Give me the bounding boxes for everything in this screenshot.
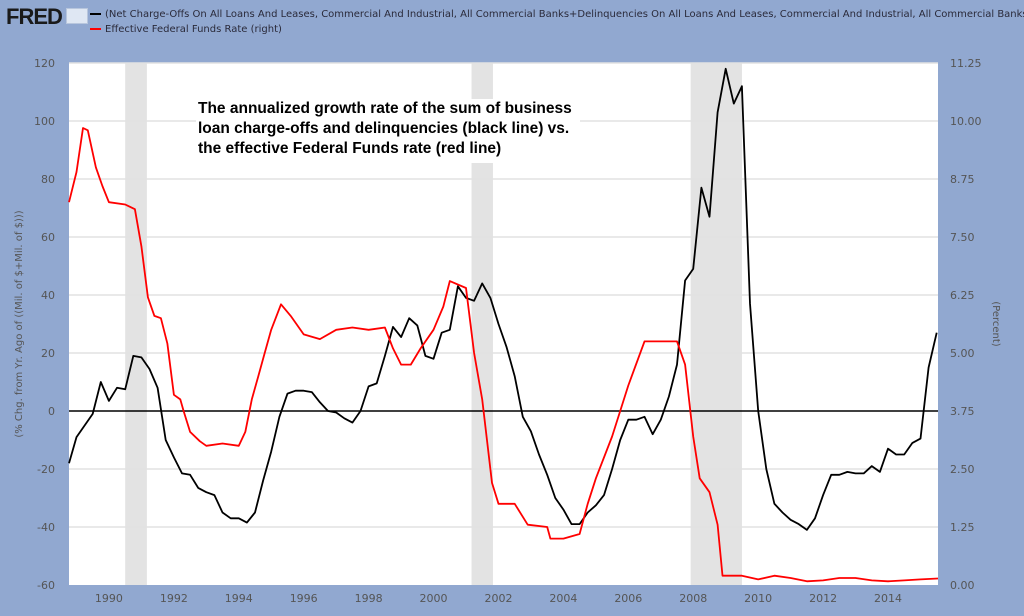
y2-tick-label: 6.25 [950,289,975,302]
y-tick-label: 40 [41,289,55,302]
y-tick-label: 120 [34,57,55,70]
recession-band [125,63,147,585]
annotation-line: loan charge-offs and delinquencies (blac… [198,120,570,137]
annotation-box: The annualized growth rate of the sum of… [196,99,580,163]
y2-tick-label: 3.75 [950,405,975,418]
legend-swatch-red [90,28,101,30]
annotation-line: The annualized growth rate of the sum of… [198,100,572,117]
x-tick-label: 2008 [679,592,707,605]
y2-tick-label: 8.75 [950,173,975,186]
legend-label: Effective Federal Funds Rate (right) [105,24,282,35]
y-tick-label: 80 [41,173,55,186]
x-tick-label: 1992 [160,592,188,605]
x-tick-label: 2004 [549,592,577,605]
y2-tick-label: 5.00 [950,347,975,360]
y-tick-label: -60 [37,579,55,592]
x-tick-label: 2010 [744,592,772,605]
y-tick-label: -20 [37,463,55,476]
y-tick-label: 0 [48,405,55,418]
y-tick-label: 100 [34,115,55,128]
series-line-charge-offs [68,67,938,531]
x-tick-label: 2000 [420,592,448,605]
y2-tick-label: 11.25 [950,57,982,70]
recession-band [471,63,493,585]
chart-logo-icon [66,8,88,24]
fred-logo: FRED [6,4,63,29]
y2-tick-label: 2.50 [950,463,975,476]
y-tick-label: 60 [41,231,55,244]
y-axis-label: (% Chg. from Yr. Ago of ((Mil. of $+Mil.… [14,210,25,437]
legend-swatch-black [90,13,101,15]
x-tick-label: 2012 [809,592,837,605]
x-tick-label: 2002 [484,592,512,605]
legend-item-fed-funds[interactable]: Effective Federal Funds Rate (right) [90,24,282,35]
y-tick-label: 20 [41,347,55,360]
x-tick-label: 2006 [614,592,642,605]
series-line-fed-funds [68,127,939,583]
annotation-line: the effective Federal Funds rate (red li… [198,140,502,157]
recession-band [690,63,742,585]
y2-tick-label: 7.50 [950,231,975,244]
y2-axis-label: (Percent) [990,301,1001,347]
legend-item-charge-offs[interactable]: (Net Charge-Offs On All Loans And Leases… [90,9,1024,20]
x-tick-label: 1990 [95,592,123,605]
y-tick-label: -40 [37,521,55,534]
legend-label: (Net Charge-Offs On All Loans And Leases… [105,9,1024,20]
y2-tick-label: 1.25 [950,521,975,534]
y2-tick-label: 10.00 [950,115,982,128]
x-tick-label: 1998 [355,592,383,605]
x-tick-label: 2014 [874,592,902,605]
y2-tick-label: 0.00 [950,579,975,592]
x-tick-label: 1996 [290,592,318,605]
x-tick-label: 1994 [225,592,253,605]
